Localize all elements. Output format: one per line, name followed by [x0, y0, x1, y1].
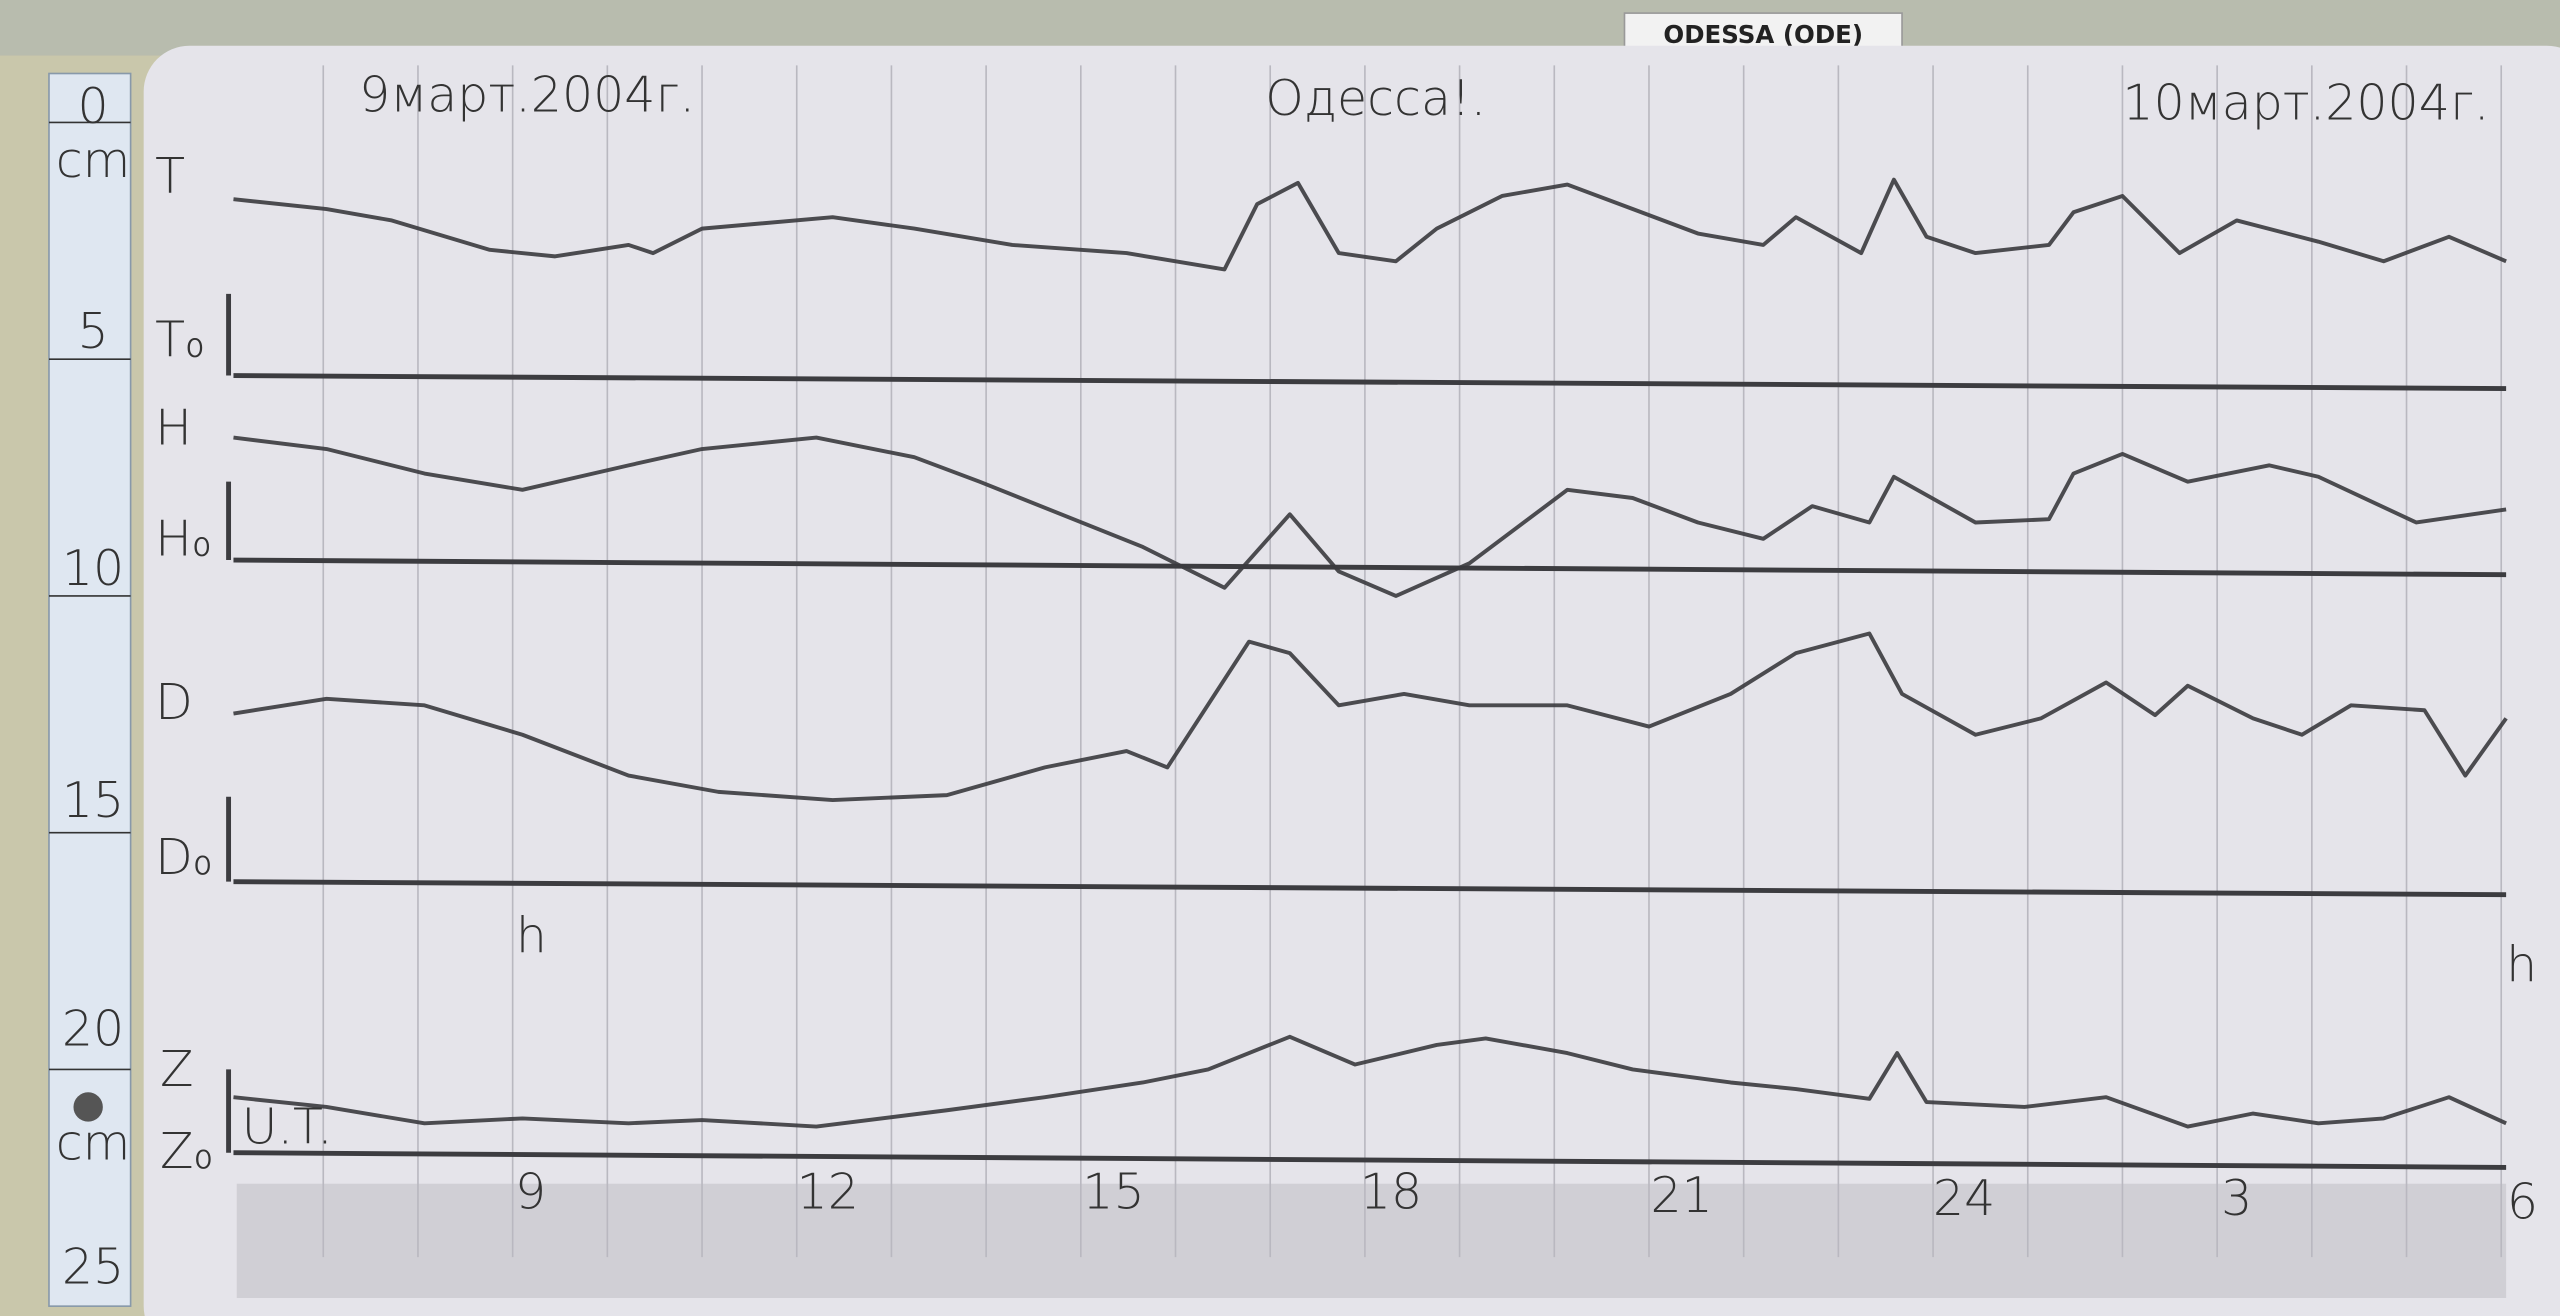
hour-label: 6: [2507, 1173, 2538, 1230]
baselines: [226, 293, 2507, 1170]
hour-label: 9: [515, 1164, 546, 1221]
ruler-unit: cm: [56, 132, 131, 189]
grid: [322, 65, 2503, 1258]
date-left: 9март.2004г.: [359, 67, 695, 124]
place-title: Одесса!.: [1265, 70, 1486, 127]
trace-label: Z: [160, 1041, 194, 1098]
hour-labels: 9 12 15 18 21 24 3 6: [515, 1164, 2538, 1231]
hour-label: 12: [797, 1164, 859, 1221]
paper: [143, 45, 2560, 1316]
hour-label: 15: [1082, 1164, 1144, 1221]
hour-marker: h: [2506, 937, 2537, 994]
date-right: 10март.2004г.: [2122, 75, 2489, 132]
ruler: [48, 72, 132, 1307]
hour-label: 3: [2221, 1170, 2252, 1227]
trace-label: H₀: [155, 511, 211, 568]
station-label: ODESSA (ODE): [1663, 20, 1863, 49]
ruler-label: 0: [77, 78, 108, 135]
trace-label: Z₀: [160, 1123, 213, 1180]
traces: [233, 177, 2508, 1129]
trace-label: T₀: [155, 311, 205, 368]
hour-label: 18: [1360, 1164, 1422, 1221]
time-label: U.T.: [242, 1098, 333, 1155]
ruler-label: 15: [62, 772, 124, 829]
hour-label: 24: [1933, 1170, 1995, 1227]
ruler-unit: cm: [56, 1115, 131, 1172]
trace-label: T: [155, 148, 185, 205]
hour-label: 21: [1650, 1167, 1712, 1224]
ruler-label: 10: [62, 540, 124, 597]
hour-marker: h: [516, 907, 547, 964]
trace-label: D₀: [155, 829, 212, 886]
bottom-band: [236, 1183, 2507, 1298]
trace-label: D: [155, 674, 193, 731]
ruler-label: 20: [62, 1000, 124, 1057]
ruler-label: 5: [77, 303, 108, 360]
trace-label: H: [155, 400, 192, 457]
ruler-label: 25: [62, 1239, 124, 1296]
